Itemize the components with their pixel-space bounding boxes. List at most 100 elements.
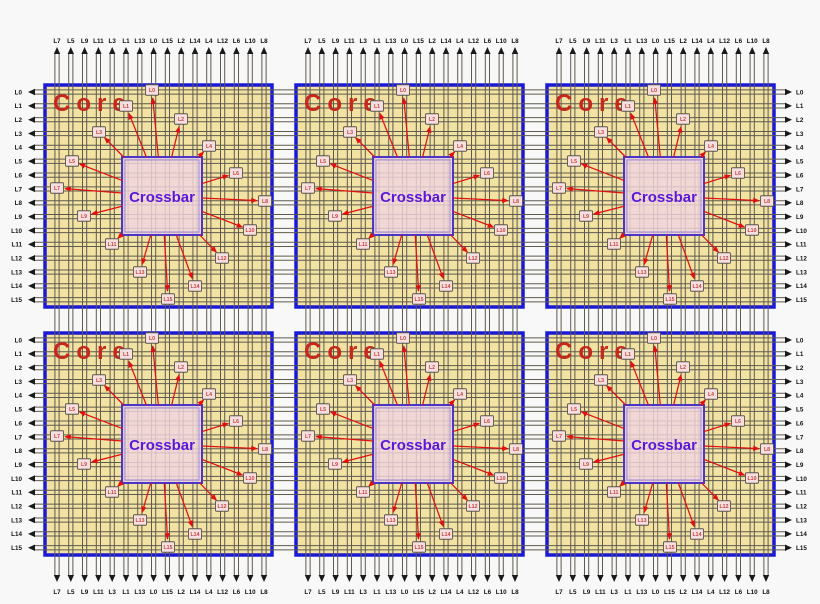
right-arrow-icon	[785, 171, 792, 179]
crossbar-link-arrow	[379, 112, 398, 158]
link-box-L14: L14	[188, 528, 202, 540]
top-wire-label: L15	[413, 38, 424, 45]
crossbar-link-arrow	[606, 137, 627, 158]
right-wire-label: L8	[796, 200, 804, 207]
link-box-label: L5	[571, 407, 577, 413]
link-box-label: L1	[123, 352, 129, 358]
crossbar-link-arrow	[150, 97, 159, 158]
up-arrow-icon	[555, 47, 563, 54]
link-box-L14: L14	[439, 528, 453, 540]
crossbar-link-arrow	[368, 232, 375, 239]
up-arrow-icon	[122, 47, 130, 54]
up-arrow-icon	[81, 47, 88, 54]
crossbar-link-arrow	[593, 205, 625, 216]
link-box-label: L5	[320, 407, 326, 413]
top-wire-label: L11	[595, 38, 606, 45]
right-arrow-icon	[785, 350, 792, 358]
crossbar-link-arrow	[201, 458, 244, 476]
right-arrow-icon	[785, 199, 792, 206]
bus-wire-horizontal: L14 L14	[11, 530, 807, 538]
bus-wire-horizontal: L12 L12	[11, 503, 807, 511]
up-arrow-icon	[484, 47, 491, 54]
crossbar-link-arrow	[163, 482, 170, 540]
top-wire-label: L0	[401, 38, 409, 45]
link-box-label: L15	[666, 297, 675, 303]
right-arrow-icon	[785, 158, 792, 165]
top-wire-label: L8	[762, 38, 770, 45]
bus-wire-horizontal: L13 L13	[11, 516, 807, 524]
right-wire-label: L3	[796, 379, 804, 386]
link-box-L7: L7	[50, 430, 64, 442]
bus-wire-vertical: L11 L11	[595, 38, 606, 596]
up-arrow-icon	[136, 47, 143, 54]
crossbar-box	[623, 156, 705, 236]
crossbar-link-arrow	[392, 482, 403, 513]
top-wire-label: L7	[555, 38, 563, 45]
bottom-wire-label: L0	[401, 589, 409, 596]
link-box-L4: L4	[704, 140, 718, 152]
right-wire-label: L2	[796, 365, 804, 372]
down-arrow-icon	[470, 575, 477, 582]
bottom-wire-label: L15	[413, 589, 424, 596]
link-box-L7: L7	[552, 430, 566, 442]
link-box-L13: L13	[384, 514, 398, 526]
top-wire-label: L11	[344, 38, 355, 45]
bus-wire-horizontal: L2 L2	[15, 364, 804, 372]
link-box-label: L0	[651, 88, 657, 94]
top-wire-label: L2	[680, 38, 688, 45]
link-box-label: L11	[108, 242, 117, 248]
bus-wire-vertical: L5 L5	[569, 38, 577, 596]
right-wire-label: L11	[796, 242, 807, 249]
top-wire-label: L2	[178, 38, 186, 45]
up-arrow-icon	[304, 47, 312, 54]
link-box-label: L6	[484, 419, 490, 425]
bus-wire-vertical: L10 L10	[496, 38, 507, 596]
link-box-L8: L8	[258, 443, 272, 455]
link-box-label: L7	[54, 186, 60, 192]
up-arrow-icon	[332, 47, 339, 54]
bottom-wire-label: L13	[385, 589, 396, 596]
link-box-label: L13	[136, 518, 145, 524]
right-wire-label: L2	[796, 117, 804, 124]
link-box-L8: L8	[258, 195, 272, 207]
link-box-L8: L8	[760, 443, 774, 455]
crossbar-link-arrow	[141, 482, 152, 513]
down-arrow-icon	[373, 575, 381, 582]
down-arrow-icon	[95, 575, 102, 582]
down-arrow-icon	[762, 575, 770, 582]
crossbar-label: Crossbar	[631, 437, 697, 454]
left-wire-label: L8	[15, 448, 23, 455]
link-box-L5: L5	[567, 403, 581, 415]
right-wire-label: L10	[796, 228, 807, 235]
link-box-label: L12	[469, 504, 478, 510]
link-box-label: L8	[513, 447, 519, 453]
link-box-L15: L15	[663, 541, 677, 553]
link-box-L9: L9	[328, 458, 342, 470]
bottom-wire-label: L4	[205, 589, 213, 596]
left-arrow-icon	[28, 503, 35, 510]
link-box-label: L14	[191, 284, 200, 290]
up-arrow-icon	[498, 47, 505, 54]
link-box-L1: L1	[119, 348, 133, 360]
left-arrow-icon	[28, 296, 35, 303]
crossbar-link-arrow	[452, 458, 495, 476]
left-arrow-icon	[28, 102, 35, 110]
left-arrow-icon	[28, 88, 35, 96]
up-arrow-icon	[233, 47, 240, 54]
left-wire-label: L4	[15, 393, 23, 400]
crossbar-link-arrow	[171, 126, 181, 158]
right-wire-label: L9	[796, 462, 804, 469]
bus-wire-horizontal: L15 L15	[11, 296, 807, 304]
link-box-label: L12	[218, 504, 227, 510]
crossbar-link-arrow	[128, 360, 147, 406]
right-arrow-icon	[785, 461, 792, 468]
link-box-label: L4	[206, 144, 212, 150]
up-arrow-icon	[318, 47, 325, 54]
up-arrow-icon	[260, 47, 268, 54]
link-box-label: L5	[69, 159, 75, 165]
link-box-L15: L15	[161, 293, 175, 305]
crossbar-link-arrow	[315, 186, 374, 194]
link-box-label: L8	[262, 199, 268, 205]
crossbar-link-arrow	[64, 186, 123, 194]
bus-wire-vertical: L15 L15	[664, 38, 675, 596]
